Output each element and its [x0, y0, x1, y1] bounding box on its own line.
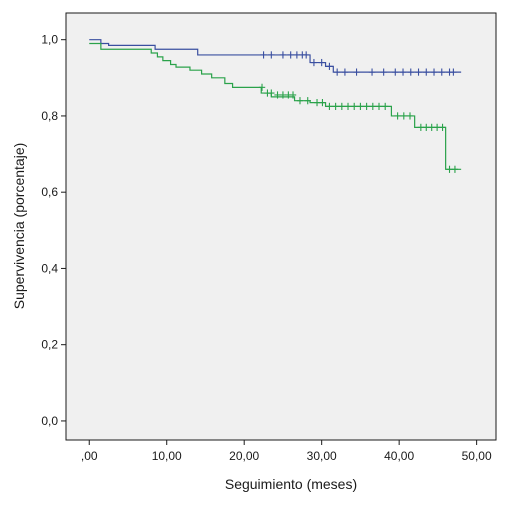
y-tick-label: 0,6 [41, 185, 58, 199]
censor-mark [326, 62, 333, 70]
censor-mark [380, 68, 387, 76]
censor-mark [344, 102, 352, 111]
x-axis-title: Seguimiento (meses) [225, 476, 357, 492]
censor-mark [375, 102, 383, 111]
censor-mark [296, 97, 304, 105]
censor-mark [430, 68, 438, 76]
censor-mark [407, 68, 414, 76]
y-tick-label: 1,0 [41, 33, 58, 47]
x-tick-label: 50,00 [462, 449, 492, 463]
y-tick-label: 0,8 [41, 109, 58, 123]
censor-mark [394, 112, 401, 120]
censor-mark [439, 123, 446, 131]
censor-mark [326, 102, 333, 111]
censor-mark [279, 51, 287, 59]
censor-mark [363, 102, 370, 111]
censor-mark [351, 102, 358, 111]
censor-mark [392, 68, 399, 76]
censor-mark [260, 51, 267, 59]
x-tick-label: ,00 [81, 449, 98, 463]
censor-mark [341, 68, 349, 76]
censor-mark [423, 123, 430, 131]
censor-mark [450, 68, 457, 76]
censor-mark [268, 89, 275, 97]
censor-mark [446, 165, 453, 173]
y-axis-title: Supervivencia (porcentaje) [11, 143, 27, 310]
censor-mark [310, 58, 318, 67]
censor-mark [319, 98, 326, 107]
censor-mark [382, 102, 389, 111]
censor-mark [332, 102, 339, 111]
y-tick-label: 0,2 [41, 338, 58, 352]
censor-mark [433, 123, 441, 131]
censor-mark [274, 91, 281, 99]
censor-mark [258, 83, 266, 91]
tick-marks [61, 39, 478, 445]
x-tick-label: 40,00 [384, 449, 414, 463]
censor-mark [289, 91, 297, 99]
censor-mark [338, 102, 346, 111]
tick-labels: ,00 10,00 20,00 30,00 40,00 50,00 0,0 0,2 0,4 0,6… [41, 33, 492, 463]
x-tick-label: 20,00 [229, 449, 259, 463]
censor-mark [415, 68, 422, 76]
y-tick-label: 0,0 [41, 414, 58, 428]
censor-mark [428, 123, 435, 131]
censor-mark [268, 51, 275, 59]
censor-mark [399, 68, 407, 76]
censor-mark [451, 165, 459, 173]
censor-mark [313, 98, 321, 107]
censor-mark [287, 51, 294, 59]
censor-mark [438, 68, 445, 76]
censor-mark [293, 51, 301, 59]
censor-mark [318, 58, 325, 67]
censor-mark [302, 51, 310, 59]
censor-mark [400, 112, 408, 120]
censor-mark [406, 112, 414, 120]
censor-mark [333, 68, 341, 76]
censor-mark [304, 97, 311, 105]
censor-mark [368, 68, 376, 76]
censor-mark [279, 91, 287, 99]
censor-marks [258, 51, 459, 173]
censor-mark [353, 68, 360, 76]
censor-mark [357, 102, 364, 111]
censor-mark [369, 102, 377, 111]
censor-mark [423, 68, 430, 76]
censor-mark [417, 123, 425, 131]
plot-area [65, 12, 497, 441]
x-tick-label: 30,00 [307, 449, 337, 463]
y-tick-label: 0,4 [41, 261, 58, 275]
x-tick-label: 10,00 [152, 449, 182, 463]
